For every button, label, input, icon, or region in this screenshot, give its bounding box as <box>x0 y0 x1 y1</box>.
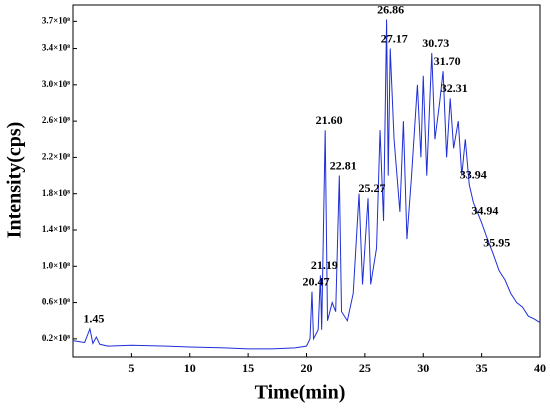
y-tick-label: 1.0×10⁸ <box>42 260 70 270</box>
x-tick-label: 30 <box>417 361 429 375</box>
peak-label: 20.47 <box>302 274 329 288</box>
peak-label: 30.73 <box>422 36 449 50</box>
peak-label: 1.45 <box>83 312 104 326</box>
x-tick-label: 15 <box>242 361 254 375</box>
y-tick-label: 3.0×10⁸ <box>42 79 70 89</box>
peak-label: 21.19 <box>311 258 338 272</box>
y-tick-label: 0.2×10⁸ <box>42 333 70 343</box>
peak-label: 35.95 <box>483 235 510 249</box>
y-tick-label: 2.2×10⁸ <box>42 151 70 161</box>
x-tick-label: 35 <box>476 361 488 375</box>
x-tick-label: 10 <box>184 361 196 375</box>
x-axis-label: Time(min) <box>255 382 346 404</box>
y-tick-label: 1.4×10⁸ <box>42 224 70 234</box>
x-tick-label: 20 <box>301 361 313 375</box>
y-tick-label: 2.6×10⁸ <box>42 115 70 125</box>
peak-label: 32.31 <box>441 81 468 95</box>
peak-label: 27.17 <box>381 31 408 45</box>
peak-label: 31.70 <box>434 54 461 68</box>
y-tick-label: 3.7×10⁸ <box>42 15 70 25</box>
peak-label: 22.81 <box>330 158 357 172</box>
y-tick-label: 0.6×10⁸ <box>42 297 70 307</box>
peak-label: 33.94 <box>460 167 487 181</box>
peak-label: 34.94 <box>471 204 498 218</box>
peak-label: 21.60 <box>316 113 343 127</box>
y-tick-label: 1.8×10⁸ <box>42 188 70 198</box>
x-tick-label: 25 <box>359 361 371 375</box>
peak-label: 25.27 <box>359 181 386 195</box>
x-tick-label: 40 <box>534 361 546 375</box>
y-axis-label: Intensity(cps) <box>4 122 26 239</box>
chromatogram-line <box>72 19 541 350</box>
peak-label: 26.86 <box>377 2 404 16</box>
y-tick-label: 3.4×10⁸ <box>42 43 70 53</box>
x-tick-label: 5 <box>128 361 134 375</box>
